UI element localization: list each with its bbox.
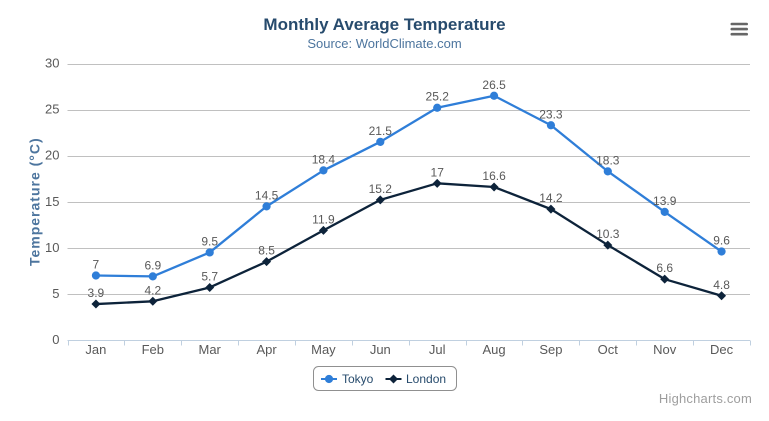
svg-text:Dec: Dec xyxy=(710,342,734,357)
svg-text:9.6: 9.6 xyxy=(713,234,730,248)
svg-text:21.5: 21.5 xyxy=(369,124,393,138)
svg-text:0: 0 xyxy=(52,332,59,347)
svg-text:26.5: 26.5 xyxy=(482,78,506,92)
svg-text:Apr: Apr xyxy=(256,342,277,357)
svg-text:Nov: Nov xyxy=(653,342,677,357)
svg-text:Tokyo: Tokyo xyxy=(342,372,374,386)
svg-text:30: 30 xyxy=(45,56,59,71)
svg-text:11.9: 11.9 xyxy=(312,212,335,226)
svg-text:Mar: Mar xyxy=(199,342,222,357)
svg-text:Source: WorldClimate.com: Source: WorldClimate.com xyxy=(307,36,461,51)
svg-text:20: 20 xyxy=(45,148,59,163)
svg-text:23.3: 23.3 xyxy=(539,107,563,121)
svg-text:4.2: 4.2 xyxy=(144,283,161,297)
svg-text:25: 25 xyxy=(45,102,59,117)
svg-text:13.9: 13.9 xyxy=(653,194,677,208)
svg-text:14.5: 14.5 xyxy=(255,188,279,202)
svg-text:6.9: 6.9 xyxy=(144,258,161,272)
svg-text:Jun: Jun xyxy=(370,342,391,357)
svg-text:Jul: Jul xyxy=(429,342,446,357)
svg-text:Temperature (°C): Temperature (°C) xyxy=(27,137,43,266)
svg-text:Sep: Sep xyxy=(539,342,562,357)
svg-text:6.6: 6.6 xyxy=(656,261,673,275)
svg-text:5.7: 5.7 xyxy=(201,270,218,284)
svg-text:Aug: Aug xyxy=(483,342,506,357)
svg-text:10: 10 xyxy=(45,240,59,255)
svg-text:Oct: Oct xyxy=(598,342,619,357)
svg-text:9.5: 9.5 xyxy=(201,234,218,248)
svg-text:16.6: 16.6 xyxy=(482,169,506,183)
svg-text:May: May xyxy=(311,342,336,357)
svg-text:3.9: 3.9 xyxy=(88,286,105,300)
svg-text:Highcharts.com: Highcharts.com xyxy=(659,391,752,406)
svg-text:8.5: 8.5 xyxy=(258,244,275,258)
svg-text:14.2: 14.2 xyxy=(539,191,563,205)
svg-text:London: London xyxy=(406,372,446,386)
svg-text:7: 7 xyxy=(93,258,100,272)
svg-text:15.2: 15.2 xyxy=(369,182,393,196)
svg-text:18.4: 18.4 xyxy=(312,152,336,166)
svg-text:25.2: 25.2 xyxy=(426,90,450,104)
svg-text:Monthly Average Temperature: Monthly Average Temperature xyxy=(263,15,505,34)
svg-text:10.3: 10.3 xyxy=(596,227,620,241)
svg-text:15: 15 xyxy=(45,194,59,209)
svg-text:Feb: Feb xyxy=(142,342,164,357)
svg-text:5: 5 xyxy=(52,286,59,301)
svg-text:18.3: 18.3 xyxy=(596,153,620,167)
svg-text:17: 17 xyxy=(431,165,445,179)
svg-text:4.8: 4.8 xyxy=(713,278,730,292)
svg-text:Jan: Jan xyxy=(85,342,106,357)
